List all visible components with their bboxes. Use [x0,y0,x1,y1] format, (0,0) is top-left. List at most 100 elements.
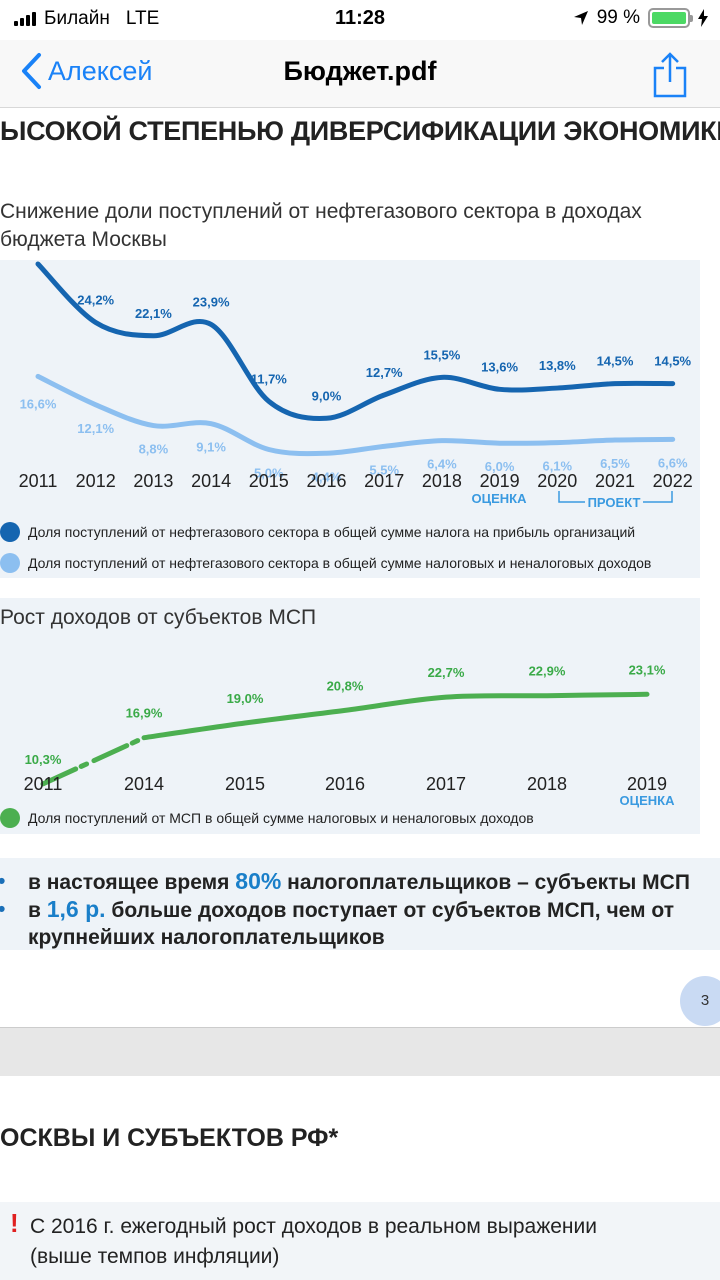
x-tick-label: 2022 [653,471,693,491]
fact-highlight: 80% [235,868,282,894]
data-label: 22,1% [135,306,172,321]
x-tick-label: 2014 [191,471,231,491]
x-tick-label: 2015 [249,471,289,491]
chart1-title: Снижение доли поступлений от нефтегазово… [0,200,642,251]
data-label: 22,7% [428,665,465,680]
back-button[interactable]: Алексей [20,52,153,90]
x-tick-label: 2016 [325,774,365,794]
data-label: 19,0% [227,691,264,706]
x-tick-label: 2018 [527,774,567,794]
exclamation-icon: ! [10,1208,19,1238]
fact-text: налогоплательщиков – субъекты МСП [281,871,690,894]
data-label: 24,2% [77,293,114,308]
series-line-2 [35,373,676,457]
legend-label-total-revenue: Доля поступлений от нефтегазового сектор… [28,555,651,571]
back-button-label: Алексей [48,55,153,86]
data-label: 13,6% [481,359,518,374]
data-label: 9,1% [196,440,226,455]
series-line-1 [35,261,676,422]
data-label: 12,7% [366,365,403,380]
data-label: 16,6% [20,396,57,411]
battery-icon [648,8,693,28]
legend-dot-dark [0,522,20,542]
sme-chart: Рост доходов от субъектов МСП 10,3% 16,9%… [0,598,700,834]
status-left: Билайн LTE [14,8,159,30]
x-tick-label: 2012 [76,471,116,491]
page-heading: ОСКВЫ И СУБЪЕКТОВ РФ* [0,1124,339,1152]
series-line-dashed [40,735,147,787]
x-tick-label: 2018 [422,471,462,491]
x-tick-label: 2017 [364,471,404,491]
location-arrow-icon [573,11,588,25]
navigation-bar: Алексей Бюджет.pdf [0,40,720,108]
key-facts: • в настоящее время 80% налогоплательщик… [0,858,720,950]
document-page-3[interactable]: ЫСОКОЙ СТЕПЕНЬЮ ДИВЕРСИФИКАЦИИ ЭКОНОМИКИ… [0,108,720,1028]
legend-dot-light [0,553,20,573]
x-tick-label: 2019 [480,471,520,491]
page-gap [0,1028,720,1076]
fact-text: в [28,899,47,922]
fact-text: в настоящее время [28,871,236,894]
data-label: 6,1% [542,459,572,474]
data-label: 22,9% [529,664,566,679]
legend-label-sme: Доля поступлений от МСП в общей сумме на… [28,810,534,826]
oil-gas-chart-svg: 33,5%24,2%22,1%23,9%11,7%9,0%12,7%15,5%1… [0,234,693,573]
clock: 11:28 [334,7,386,29]
battery-fill [652,12,686,24]
data-label: 14,5% [597,354,634,369]
data-label: 9,0% [312,388,342,403]
fact-item: • в 1,6 р. больше доходов поступает от с… [0,896,690,951]
chart2-title: Рост доходов от субъектов МСП [0,606,317,629]
note-box: ! С 2016 г. ежегодный рост доходов в реа… [0,1202,720,1280]
legend-label-profit-tax: Доля поступлений от нефтегазового сектор… [28,524,635,540]
x-tick-label: 2020 [537,471,577,491]
data-label: 20,8% [327,678,364,693]
data-label: 11,7% [251,371,288,386]
x-tick-label: 2014 [124,774,164,794]
data-label: 5,5% [369,462,399,477]
data-label: 23,1% [629,662,666,677]
projection-bracket [558,491,673,503]
x-tick-label: 2011 [24,774,63,794]
share-icon [653,52,687,98]
data-label: 12,1% [77,421,114,436]
x-tick-label: 2015 [225,774,265,794]
document-page-4[interactable]: ОСКВЫ И СУБЪЕКТОВ РФ* ! С 2016 г. ежегод… [0,1076,720,1280]
data-label: 15,5% [423,347,460,362]
series-line-1 [141,691,650,741]
data-label: 16,9% [126,706,163,721]
signal-icon [14,12,36,26]
data-label: 10,3% [25,752,62,767]
fact-highlight: 1,6 р. [46,896,106,922]
x-tick-label: 2013 [133,471,173,491]
data-label: 6,6% [658,455,688,470]
data-label: 5,0% [254,466,284,481]
x-tick-label: 2021 [595,471,635,491]
fact-item: • в настоящее время 80% налогоплательщик… [0,868,700,896]
battery-percent: 99 % [596,7,640,28]
x-tick-label: 2011 [19,471,58,491]
bullet-dot-icon: • [0,868,5,895]
x-tick-label: 2017 [426,774,466,794]
data-label: 6,0% [485,459,515,474]
page-heading: ЫСОКОЙ СТЕПЕНЬЮ ДИВЕРСИФИКАЦИИ ЭКОНОМИКИ [0,116,720,146]
data-label: 23,9% [193,294,230,309]
estimate-label: ОЦЕНКА [620,793,676,808]
carrier-name: Билайн [44,8,110,29]
legend-dot-green [0,808,20,828]
status-bar: Билайн LTE 11:28 99 % [0,0,720,40]
data-label: 8,8% [139,442,169,457]
x-tick-label: 2016 [306,471,346,491]
data-label: 6,5% [600,456,630,471]
sme-chart-svg: 10,3% 16,9% 19,0% 20,8% 22,7% 22,9% 23,1% 2011… [0,662,676,828]
charging-icon [698,9,708,27]
share-button[interactable] [652,52,688,103]
data-label: 6,4% [427,457,457,472]
data-label: 14,5% [654,354,691,369]
network-type: LTE [125,8,160,29]
data-label: 13,8% [539,358,576,373]
data-label: 4,4% [312,469,342,484]
bullet-dot-icon: • [0,896,5,923]
x-tick-label: 2019 [627,774,667,794]
status-right: 99 % [573,7,708,29]
